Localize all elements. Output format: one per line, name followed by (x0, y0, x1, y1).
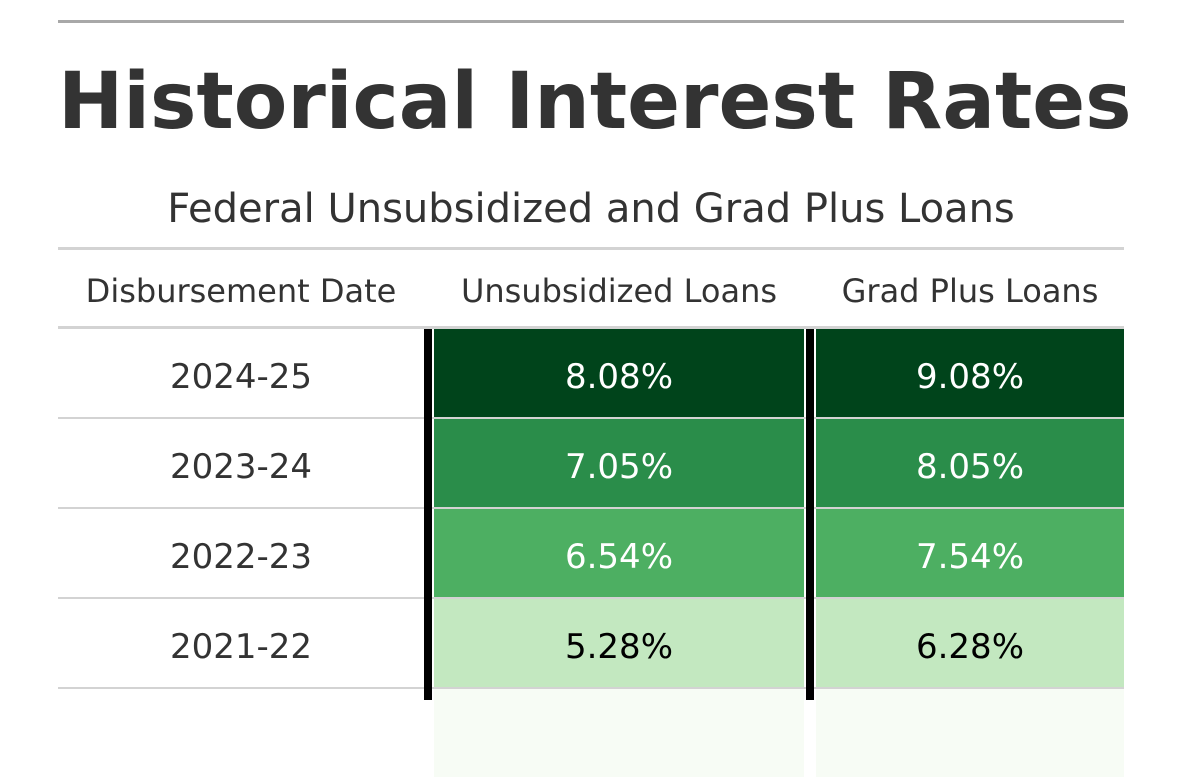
table-row: 2021-22 5.28% 6.28% (58, 599, 1124, 689)
header-rule (58, 326, 1124, 329)
column-divider-left (424, 329, 432, 700)
cell-unsubsidized-rate: 7.05% (434, 419, 804, 507)
table-row: 2022-23 6.54% 7.54% (58, 509, 1124, 599)
subtitle-rule (58, 247, 1124, 250)
top-rule (58, 20, 1124, 23)
cell-grad-plus-rate (816, 689, 1124, 777)
cell-disbursement-date: 2021-22 (169, 627, 313, 667)
cell-unsubsidized-rate: 8.08% (434, 329, 804, 417)
table-title: Historical Interest Rates (58, 57, 1132, 147)
cell-unsubsidized-rate: 6.54% (434, 509, 804, 597)
column-header-grad-plus-loans: Grad Plus Loans (841, 272, 1099, 310)
header-row: Disbursement Date Unsubsidized Loans Gra… (58, 250, 1124, 328)
cell-grad-plus-rate: 7.54% (816, 509, 1124, 597)
column-divider-right (806, 329, 814, 700)
cell-disbursement-date: 2023-24 (169, 447, 313, 487)
table-subtitle: Federal Unsubsidized and Grad Plus Loans (167, 186, 1015, 232)
cell-grad-plus-rate: 6.28% (816, 599, 1124, 687)
cell-unsubsidized-rate: 5.28% (434, 599, 804, 687)
cell-disbursement-date: 2022-23 (169, 537, 313, 577)
cell-unsubsidized-rate (434, 689, 804, 777)
cell-grad-plus-rate: 8.05% (816, 419, 1124, 507)
table-row: 2023-24 7.05% 8.05% (58, 419, 1124, 509)
cell-disbursement-date: 2024-25 (169, 357, 313, 397)
column-header-disbursement-date: Disbursement Date (85, 272, 397, 310)
table-body: 2024-25 8.08% 9.08% 2023-24 7.05% 8.05% 2022-2… (58, 329, 1124, 777)
cell-grad-plus-rate: 9.08% (816, 329, 1124, 417)
table-row: 2024-25 8.08% 9.08% (58, 329, 1124, 419)
column-header-unsubsidized-loans: Unsubsidized Loans (460, 272, 778, 310)
table-row-partial (58, 689, 1124, 777)
